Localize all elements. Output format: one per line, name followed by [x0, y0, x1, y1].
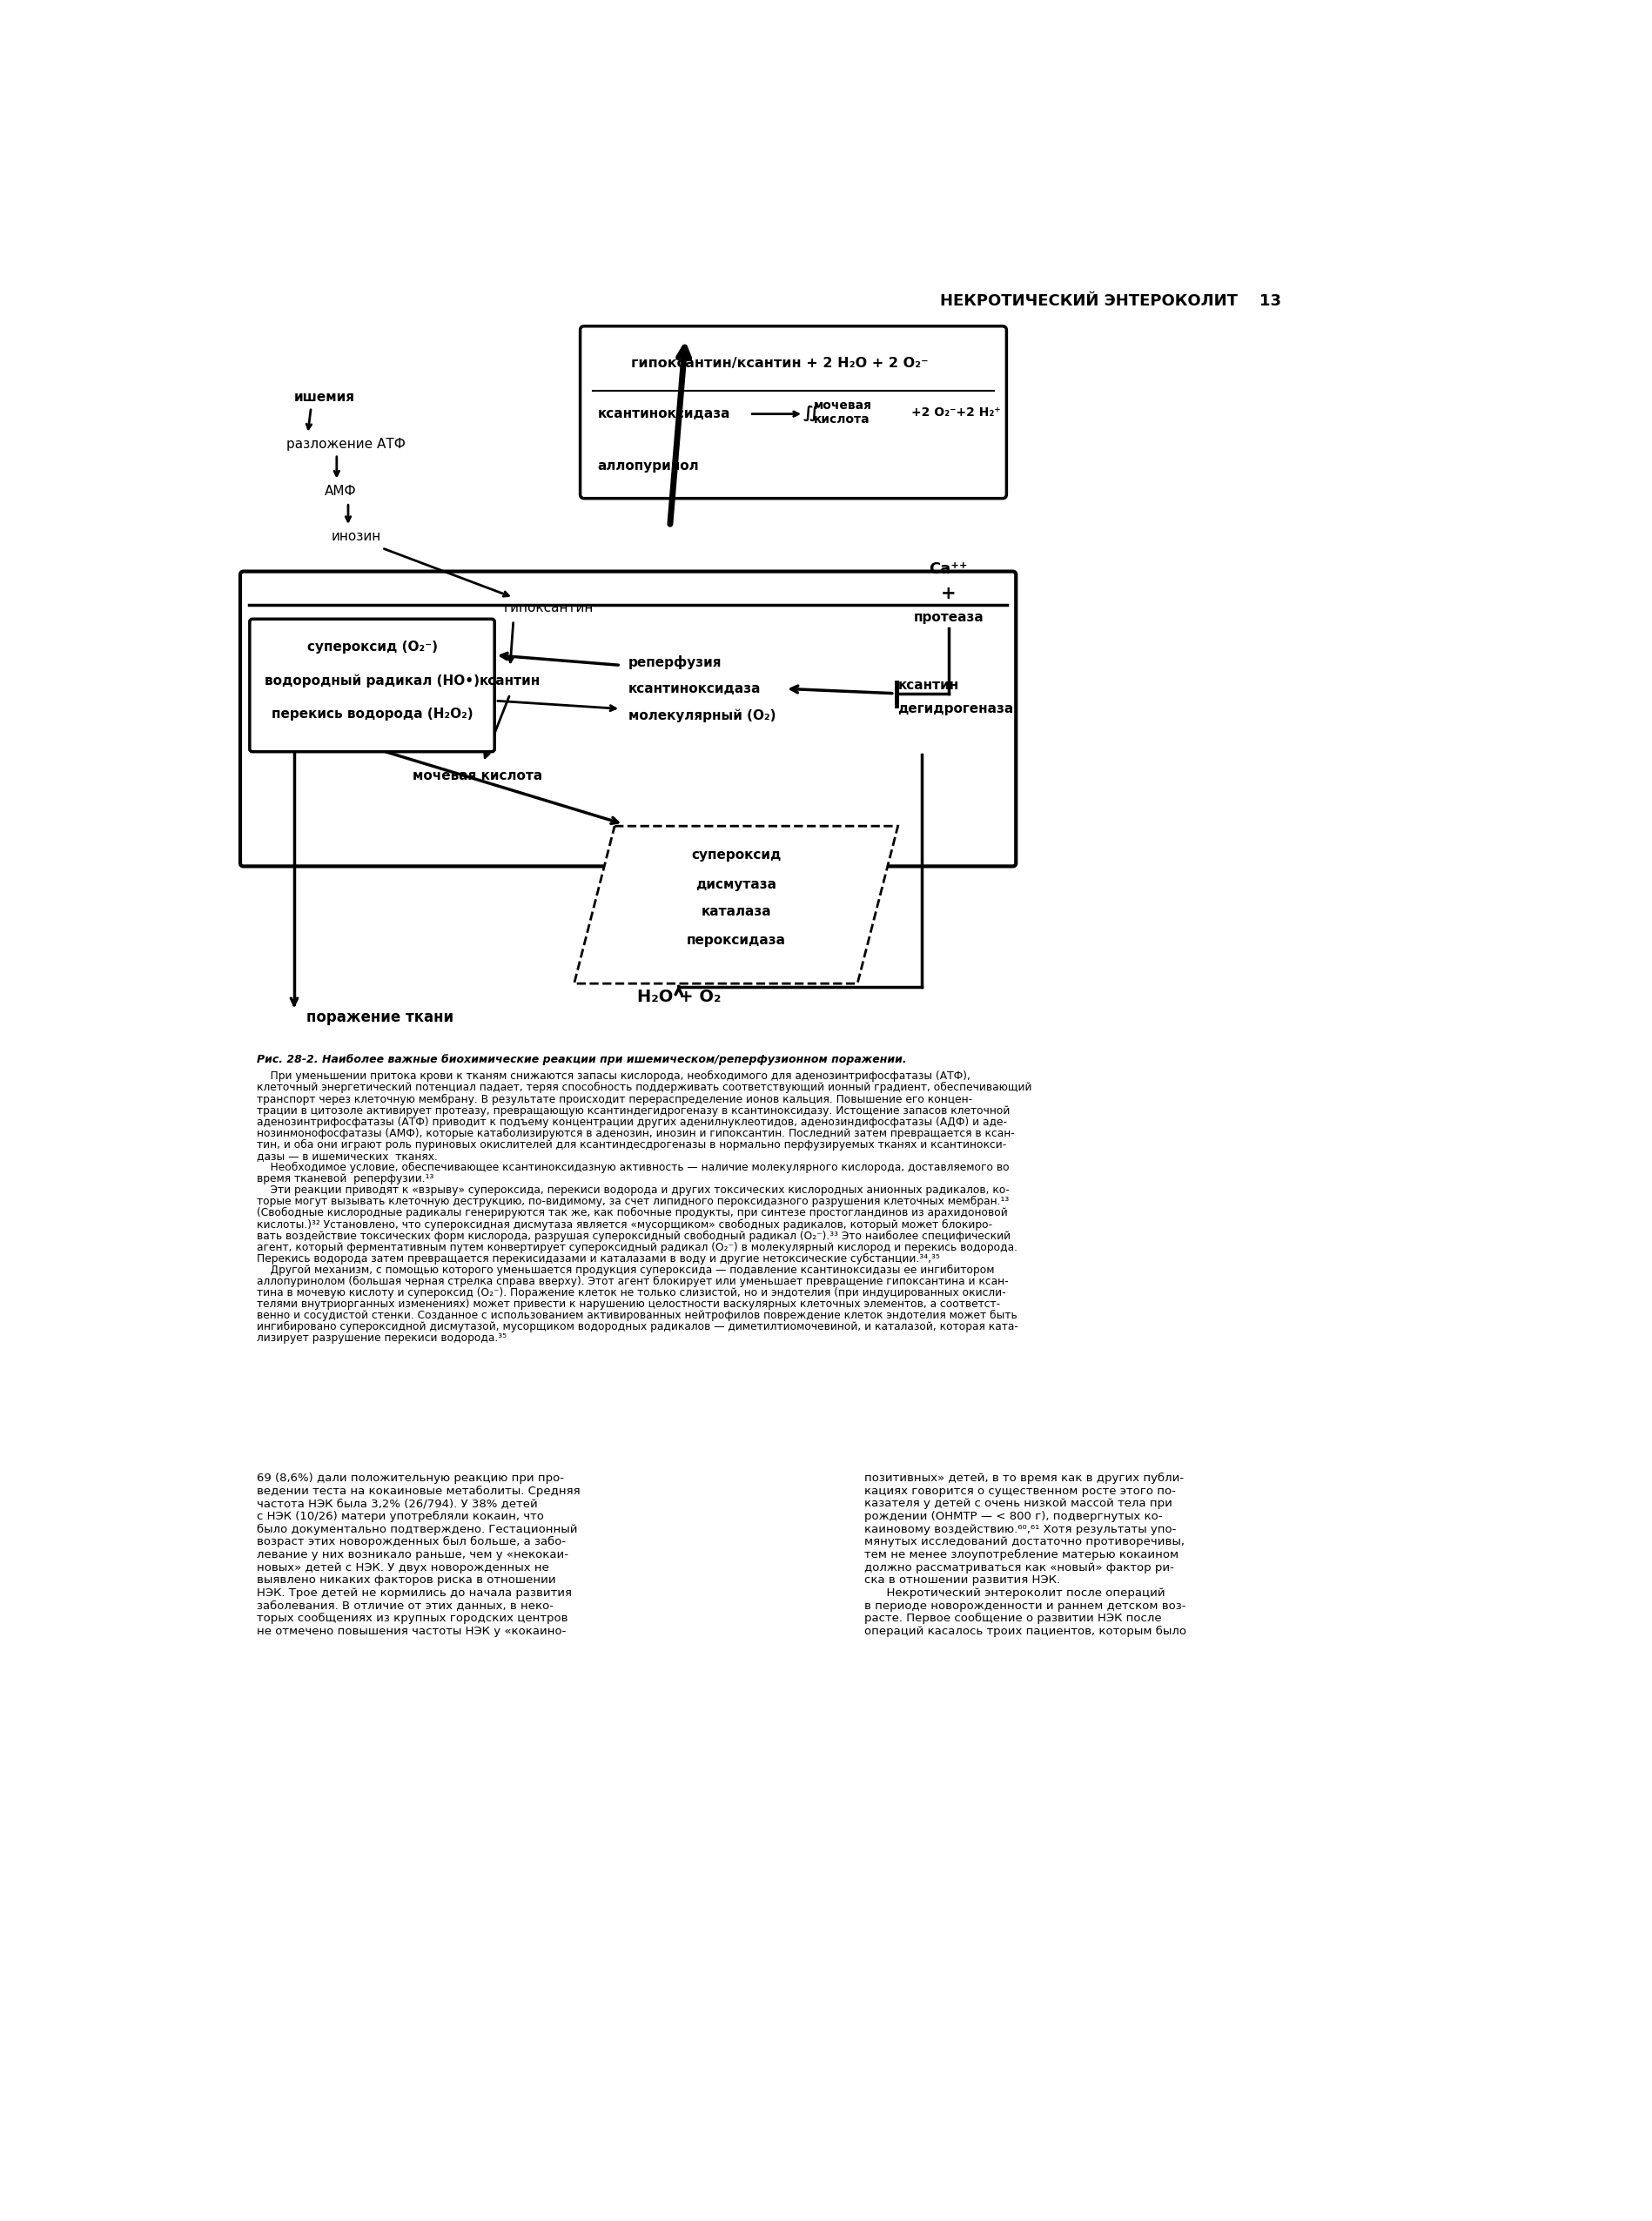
Text: H₂O + O₂: H₂O + O₂ — [636, 988, 720, 1006]
FancyBboxPatch shape — [240, 571, 1016, 866]
Text: аллопуринол: аллопуринол — [598, 460, 699, 473]
Text: время тканевой  реперфузии.¹³: время тканевой реперфузии.¹³ — [258, 1173, 434, 1184]
Text: ∬: ∬ — [803, 404, 819, 420]
Text: торые могут вызывать клеточную деструкцию, по-видимому, за счет липидного перокс: торые могут вызывать клеточную деструкци… — [258, 1195, 1009, 1208]
Text: Необходимое условие, обеспечивающее ксантиноксидазную активность — наличие молек: Необходимое условие, обеспечивающее ксан… — [258, 1162, 1009, 1173]
Text: аллопуринолом (большая черная стрелка справа вверху). Этот агент блокирует или у: аллопуринолом (большая черная стрелка сп… — [258, 1275, 1009, 1288]
Text: разложение АТФ: разложение АТФ — [286, 438, 405, 451]
Text: АМФ: АМФ — [324, 484, 357, 498]
Text: супероксид (O₂⁻): супероксид (O₂⁻) — [307, 640, 438, 653]
Text: выявлено никаких факторов риска в отношении: выявлено никаких факторов риска в отноше… — [258, 1575, 557, 1586]
Text: кациях говорится о существенном росте этого по-: кациях говорится о существенном росте эт… — [864, 1486, 1176, 1497]
Text: агент, который ферментативным путем конвертирует супероксидный радикал (O₂⁻) в м: агент, который ферментативным путем конв… — [258, 1242, 1018, 1253]
Text: Рис. 28-2. Наиболее важные биохимические реакции при ишемическом/реперфузионном : Рис. 28-2. Наиболее важные биохимические… — [258, 1055, 907, 1066]
Text: При уменьшении притока крови к тканям снижаются запасы кислорода, необходимого д: При уменьшении притока крови к тканям сн… — [258, 1071, 971, 1082]
Text: возраст этих новорожденных был больше, а забо-: возраст этих новорожденных был больше, а… — [258, 1537, 567, 1548]
Text: Перекись водорода затем превращается перекисидазами и каталазами в воду и другие: Перекись водорода затем превращается пер… — [258, 1253, 940, 1264]
Text: гипоксантин/ксантин + 2 H₂O + 2 O₂⁻: гипоксантин/ксантин + 2 H₂O + 2 O₂⁻ — [631, 358, 928, 371]
Text: инозин: инозин — [332, 531, 382, 544]
Text: ингибировано супероксидной дисмутазой, мусорщиком водородных радикалов — диметил: ингибировано супероксидной дисмутазой, м… — [258, 1321, 1019, 1333]
Text: +: + — [942, 584, 957, 602]
Text: (Свободные кислородные радикалы генерируются так же, как побочные продукты, при : (Свободные кислородные радикалы генериру… — [258, 1208, 1008, 1219]
Text: расте. Первое сообщение о развитии НЭК после: расте. Первое сообщение о развитии НЭК п… — [864, 1612, 1161, 1624]
Text: каиновому воздействию.⁶⁰,⁶¹ Хотя результаты упо-: каиновому воздействию.⁶⁰,⁶¹ Хотя результ… — [864, 1524, 1176, 1535]
Text: в периоде новорожденности и раннем детском воз-: в периоде новорожденности и раннем детск… — [864, 1599, 1186, 1612]
Text: НЭК. Трое детей не кормились до начала развития: НЭК. Трое детей не кормились до начала р… — [258, 1588, 572, 1599]
Text: ксантин: ксантин — [479, 675, 540, 686]
Text: заболевания. В отличие от этих данных, в неко-: заболевания. В отличие от этих данных, в… — [258, 1599, 553, 1612]
Text: ксантиноксидаза: ксантиноксидаза — [598, 406, 730, 420]
Text: нозинмонофосфатазы (АМФ), которые катаболизируются в аденозин, инозин и гипоксан: нозинмонофосфатазы (АМФ), которые катабо… — [258, 1128, 1014, 1139]
Text: каталаза: каталаза — [700, 906, 771, 917]
Text: должно рассматриваться как «новый» фактор ри-: должно рассматриваться как «новый» факто… — [864, 1561, 1175, 1572]
Text: левание у них возникало раньше, чем у «некокаи-: левание у них возникало раньше, чем у «н… — [258, 1548, 568, 1561]
Text: рождении (ОНМТР — < 800 г), подвергнутых ко-: рождении (ОНМТР — < 800 г), подвергнутых… — [864, 1510, 1163, 1521]
Text: дегидрогеназа: дегидрогеназа — [899, 702, 1014, 715]
Text: вать воздействие токсических форм кислорода, разрушая супероксидный свободный ра: вать воздействие токсических форм кислор… — [258, 1230, 1011, 1242]
Text: мянутых исследований достаточно противоречивы,: мянутых исследований достаточно противор… — [864, 1537, 1184, 1548]
Text: транспорт через клеточную мембрану. В результате происходит перераспределение ио: транспорт через клеточную мембрану. В ре… — [258, 1093, 973, 1104]
Text: ведении теста на кокаиновые метаболиты. Средняя: ведении теста на кокаиновые метаболиты. … — [258, 1486, 580, 1497]
Text: новых» детей с НЭК. У двух новорожденных не: новых» детей с НЭК. У двух новорожденных… — [258, 1561, 550, 1572]
Text: мочевая: мочевая — [813, 400, 872, 413]
Polygon shape — [575, 826, 899, 984]
FancyBboxPatch shape — [249, 620, 494, 751]
Text: Некротический энтероколит после операций: Некротический энтероколит после операций — [864, 1588, 1165, 1599]
Text: поражение ткани: поражение ткани — [306, 1008, 454, 1024]
Text: ксантин: ксантин — [899, 680, 960, 693]
Text: +2 O₂⁻+2 H₂⁺: +2 O₂⁻+2 H₂⁺ — [912, 406, 1001, 420]
Text: дисмутаза: дисмутаза — [695, 877, 776, 891]
Text: Другой механизм, с помощью которого уменьшается продукция супероксида — подавлен: Другой механизм, с помощью которого умен… — [258, 1264, 995, 1275]
Text: пероксидаза: пероксидаза — [687, 933, 786, 946]
Text: тем не менее злоупотребление матерью кокаином: тем не менее злоупотребление матерью кок… — [864, 1548, 1178, 1561]
Text: дазы — в ишемических  тканях.: дазы — в ишемических тканях. — [258, 1150, 438, 1162]
Text: реперфузия: реперфузия — [628, 655, 722, 669]
Text: трации в цитозоле активирует протеазу, превращающую ксантиндегидрогеназу в ксант: трации в цитозоле активирует протеазу, п… — [258, 1104, 1011, 1117]
Text: водородный радикал (HO•): водородный радикал (HO•) — [264, 673, 479, 689]
Text: лизирует разрушение перекиси водорода.³⁵: лизирует разрушение перекиси водорода.³⁵ — [258, 1333, 507, 1344]
Text: не отмечено повышения частоты НЭК у «кокаино-: не отмечено повышения частоты НЭК у «кок… — [258, 1626, 567, 1637]
Text: кислоты.)³² Установлено, что супероксидная дисмутаза является «мусорщиком» свобо: кислоты.)³² Установлено, что супероксидн… — [258, 1219, 993, 1230]
Text: позитивных» детей, в то время как в других публи-: позитивных» детей, в то время как в друг… — [864, 1473, 1184, 1484]
Text: супероксид: супероксид — [691, 848, 781, 862]
Text: кислота: кислота — [813, 413, 871, 426]
Text: аденозинтрифосфатазы (АТФ) приводит к подъему концентрации других аденилнуклеоти: аденозинтрифосфатазы (АТФ) приводит к по… — [258, 1117, 1008, 1128]
Text: с НЭК (10/26) матери употребляли кокаин, что: с НЭК (10/26) матери употребляли кокаин,… — [258, 1510, 544, 1521]
Text: казателя у детей с очень низкой массой тела при: казателя у детей с очень низкой массой т… — [864, 1499, 1173, 1510]
Text: ска в отношении развития НЭК.: ска в отношении развития НЭК. — [864, 1575, 1061, 1586]
Text: гипоксантин: гипоксантин — [504, 602, 593, 615]
Text: венно и сосудистой стенки. Созданное с использованием активированных нейтрофилов: венно и сосудистой стенки. Созданное с и… — [258, 1310, 1018, 1321]
FancyBboxPatch shape — [580, 326, 1006, 498]
Text: операций касалось троих пациентов, которым было: операций касалось троих пациентов, котор… — [864, 1626, 1186, 1637]
Text: 69 (8,6%) дали положительную реакцию при про-: 69 (8,6%) дали положительную реакцию при… — [258, 1473, 565, 1484]
Text: тин, и оба они играют роль пуриновых окислителей для ксантиндесдрогеназы в норма: тин, и оба они играют роль пуриновых оки… — [258, 1139, 1006, 1150]
Text: тина в мочевую кислоту и супероксид (O₂⁻). Поражение клеток не только слизистой,: тина в мочевую кислоту и супероксид (O₂⁻… — [258, 1288, 1006, 1299]
Text: ишемия: ишемия — [294, 391, 355, 404]
Text: мочевая кислота: мочевая кислота — [413, 768, 542, 782]
Text: Ca⁺⁺: Ca⁺⁺ — [928, 562, 968, 577]
Text: ксантиноксидаза: ксантиноксидаза — [628, 682, 762, 695]
Text: торых сообщениях из крупных городских центров: торых сообщениях из крупных городских це… — [258, 1612, 568, 1624]
Text: было документально подтверждено. Гестационный: было документально подтверждено. Гестаци… — [258, 1524, 578, 1535]
Text: перекись водорода (H₂O₂): перекись водорода (H₂O₂) — [271, 708, 472, 720]
Text: клеточный энергетический потенциал падает, теряя способность поддерживать соотве: клеточный энергетический потенциал падае… — [258, 1082, 1032, 1093]
Text: Эти реакции приводят к «взрыву» супероксида, перекиси водорода и других токсичес: Эти реакции приводят к «взрыву» суперокс… — [258, 1184, 1009, 1195]
Text: молекулярный (O₂): молекулярный (O₂) — [628, 708, 776, 722]
Text: телями внутриорганных изменениях) может привести к нарушению целостности васкуля: телями внутриорганных изменениях) может … — [258, 1299, 1001, 1310]
Text: частота НЭК была 3,2% (26/794). У 38% детей: частота НЭК была 3,2% (26/794). У 38% де… — [258, 1499, 539, 1510]
Text: НЕКРОТИЧЕСКИЙ ЭНТЕРОКОЛИТ    13: НЕКРОТИЧЕСКИЙ ЭНТЕРОКОЛИТ 13 — [940, 293, 1280, 309]
Text: протеаза: протеаза — [914, 611, 983, 624]
